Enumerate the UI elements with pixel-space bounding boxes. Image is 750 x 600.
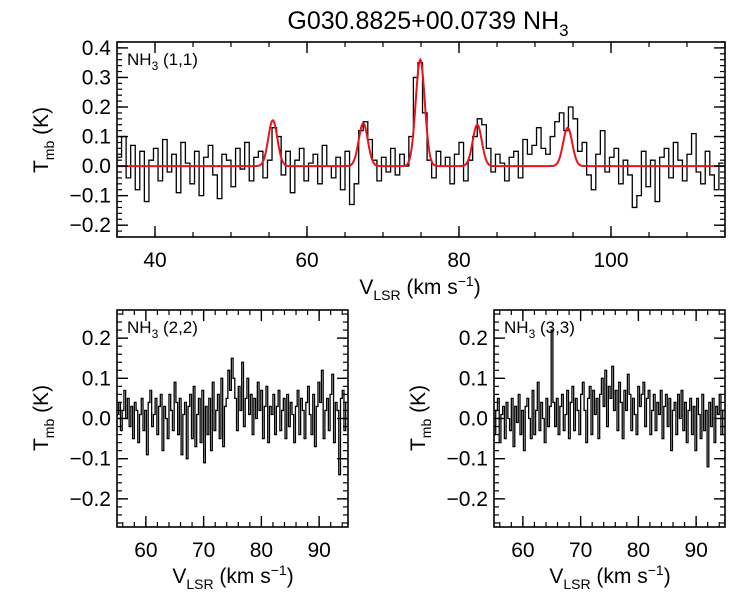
- y-axis-title-main: T: [30, 438, 53, 451]
- y-axis-title: Tmb (K): [407, 385, 434, 451]
- transition-label-main: NH: [127, 318, 152, 337]
- figure-title-main: G030.8825+00.0739 NH: [287, 7, 559, 35]
- transition-label-rest: (2,2): [158, 318, 198, 337]
- y-tick-label: −0.2: [447, 488, 488, 511]
- y-tick-label: 0.2: [82, 96, 111, 119]
- y-tick-label: 0.1: [82, 126, 111, 149]
- x-axis-title-subscript: LSR: [563, 576, 590, 592]
- x-axis-title-unit: (km s: [401, 276, 458, 299]
- y-axis-title-subscript: mb: [418, 419, 434, 439]
- plot-area: [494, 329, 725, 468]
- panel-nh3-22: 60 70 80 90 −0.2 −0.1 0.0 0.1 0.2 NH3 (2,2) Tmb (K…: [30, 309, 349, 592]
- x-axis-title-close: ): [287, 565, 294, 588]
- transition-label-rest: (1,1): [158, 50, 198, 69]
- y-tick-label: −0.2: [70, 488, 111, 511]
- y-tick-label: −0.2: [70, 214, 111, 237]
- y-axis-title-unit: (K): [407, 385, 430, 419]
- x-tick-label: 40: [143, 249, 166, 272]
- observed-spectrum: [494, 329, 725, 468]
- x-axis-title-close: ): [474, 276, 481, 299]
- x-axis-title: VLSR (km s−1): [172, 562, 293, 592]
- y-axis-title-main: T: [407, 438, 430, 451]
- y-tick-label: 0.4: [82, 37, 112, 60]
- y-tick-label: 0.1: [459, 367, 488, 390]
- x-tick-label: 90: [307, 539, 330, 562]
- x-axis-title: VLSR (km s−1): [549, 562, 670, 592]
- x-tick-label: 90: [684, 539, 707, 562]
- y-tick-label: 0.2: [459, 327, 488, 350]
- y-tick-label: 0.1: [82, 367, 111, 390]
- y-tick-label: 0.0: [459, 408, 488, 431]
- model-fit-line: [117, 57, 725, 168]
- x-axis-title-main: V: [359, 276, 373, 299]
- x-axis-title-main: V: [549, 565, 563, 588]
- figure-title: G030.8825+00.0739 NH3: [287, 7, 568, 40]
- y-axis-title-main: T: [30, 160, 53, 173]
- transition-label-subscript: 3: [529, 327, 536, 341]
- y-tick-label: −0.1: [70, 448, 111, 471]
- observed-spectrum: [117, 357, 348, 476]
- y-axis-title: Tmb (K): [30, 385, 57, 451]
- y-tick-label: −0.1: [447, 448, 488, 471]
- transition-label-rest: (3,3): [535, 318, 575, 337]
- x-axis-title-superscript: −1: [458, 273, 474, 289]
- panel-nh3-11: 40 60 80 100 −0.2 −0.1 0.0 0.1 0.2 0.3 0.4 NH3 (1,1…: [30, 37, 726, 303]
- y-axis-title: Tmb (K): [30, 107, 57, 173]
- plot-area: [117, 357, 348, 476]
- transition-label: NH3 (1,1): [127, 50, 198, 73]
- transition-label-main: NH: [127, 50, 152, 69]
- transition-label-subscript: 3: [152, 59, 159, 73]
- transition-label-subscript: 3: [152, 327, 159, 341]
- y-axis-title-unit: (K): [30, 107, 53, 141]
- x-tick-label: 80: [250, 539, 273, 562]
- observed-spectrum: [117, 62, 724, 209]
- y-axis-title-subscript: mb: [41, 419, 57, 439]
- x-axis-title-superscript: −1: [648, 562, 664, 578]
- panel-nh3-33: 60 70 80 90 −0.2 −0.1 0.0 0.1 0.2 NH3 (3,3) Tmb (K…: [407, 309, 726, 592]
- y-tick-label: −0.1: [70, 185, 111, 208]
- x-axis-title-subscript: LSR: [186, 576, 213, 592]
- x-tick-label: 60: [295, 249, 318, 272]
- transition-label: NH3 (2,2): [127, 318, 198, 341]
- x-axis-title-subscript: LSR: [373, 287, 400, 303]
- x-tick-label: 80: [627, 539, 650, 562]
- y-tick-label: 0.3: [82, 66, 111, 89]
- y-axis-title-subscript: mb: [41, 141, 57, 161]
- x-axis-title: VLSR (km s−1): [359, 273, 480, 303]
- transition-label-main: NH: [504, 318, 529, 337]
- x-tick-label: 70: [569, 539, 592, 562]
- x-tick-label: 100: [593, 249, 628, 272]
- x-axis-title-unit: (km s: [214, 565, 271, 588]
- x-tick-label: 60: [511, 539, 534, 562]
- y-tick-label: 0.0: [82, 408, 111, 431]
- y-tick-label: 0.2: [82, 327, 111, 350]
- x-axis-title-main: V: [172, 565, 186, 588]
- y-tick-label: 0.0: [82, 155, 111, 178]
- x-axis-title-close: ): [664, 565, 671, 588]
- figure-title-subscript: 3: [559, 21, 568, 40]
- x-tick-label: 60: [134, 539, 157, 562]
- y-axis-title-unit: (K): [30, 385, 53, 419]
- x-axis-title-unit: (km s: [591, 565, 648, 588]
- x-tick-label: 70: [192, 539, 215, 562]
- x-axis-title-superscript: −1: [271, 562, 287, 578]
- plot-area: [117, 57, 725, 209]
- x-tick-label: 80: [447, 249, 470, 272]
- transition-label: NH3 (3,3): [504, 318, 575, 341]
